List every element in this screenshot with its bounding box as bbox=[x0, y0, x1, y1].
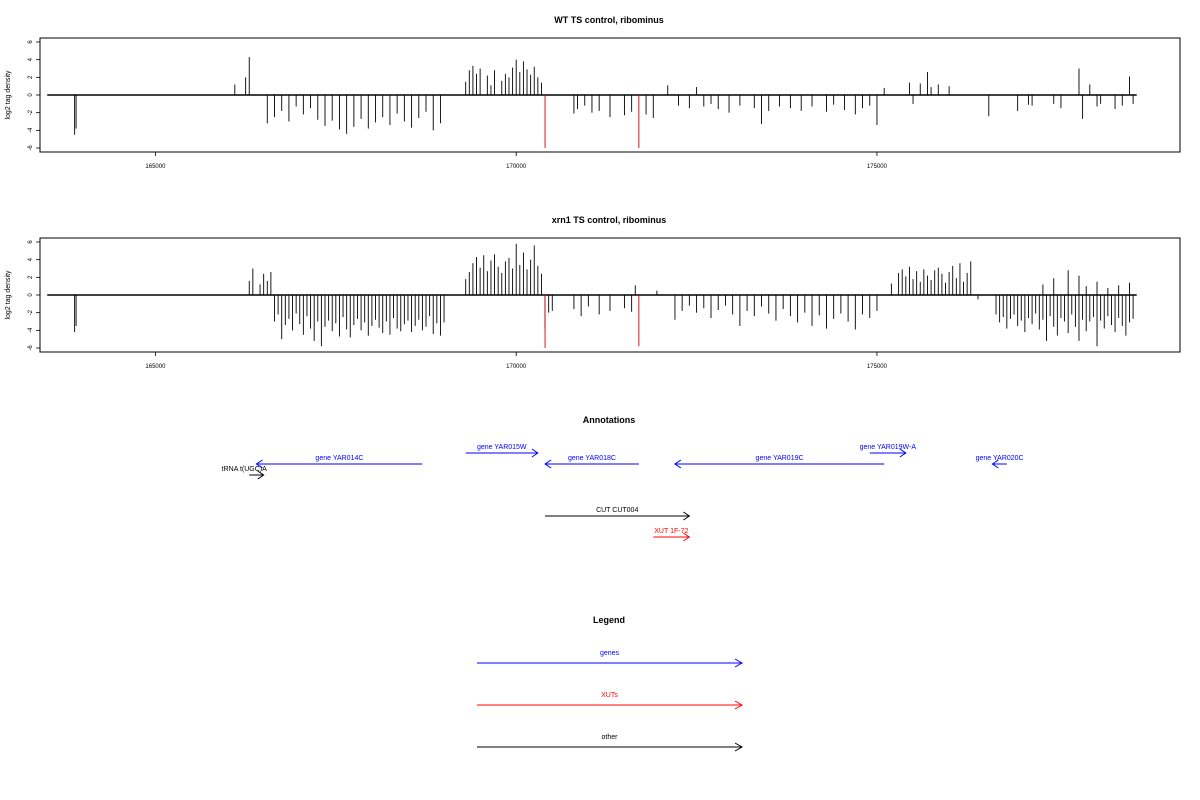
feature-gene-yar014c: gene YAR014C bbox=[255, 455, 423, 469]
feature-arrow-head bbox=[257, 470, 265, 480]
x-tick-label: 165000 bbox=[145, 364, 166, 370]
feature-label: gene YAR018C bbox=[568, 455, 616, 462]
y-tick-label: -4 bbox=[28, 327, 34, 333]
y-tick-label: 6 bbox=[28, 40, 34, 44]
y-tick-label: -6 bbox=[28, 345, 34, 351]
y-tick-label: 2 bbox=[28, 275, 34, 279]
annotation-features: tRNA t(UGC)A gene YAR014C gene YAR015W gene… bbox=[222, 444, 1024, 542]
legend-label: genes bbox=[600, 650, 620, 657]
feature-label: gene YAR020C bbox=[976, 455, 1024, 462]
feature-gene-yar018c: gene YAR018C bbox=[544, 455, 639, 469]
legend-arrow-head bbox=[734, 742, 744, 752]
feature-gene-yar019w-a: gene YAR019W-A bbox=[860, 444, 917, 458]
legend-items: genes XUTs other bbox=[477, 650, 744, 752]
feature-trna-t-ugc-a: tRNA t(UGC)A bbox=[222, 466, 267, 480]
legend-arrow-head bbox=[734, 700, 744, 710]
panel-title: WT TS control, ribominus bbox=[554, 15, 664, 25]
feature-label: gene YAR014C bbox=[315, 455, 363, 462]
x-tick-label: 175000 bbox=[867, 164, 888, 170]
y-tick-label: -2 bbox=[28, 109, 34, 115]
feature-label: gene YAR019W-A bbox=[860, 444, 917, 451]
annotations-panel: Annotations tRNA t(UGC)A gene YAR014C gene… bbox=[222, 415, 1024, 542]
feature-gene-yar020c: gene YAR020C bbox=[976, 455, 1024, 469]
feature-arrow-head bbox=[683, 511, 691, 521]
x-tick-label: 165000 bbox=[145, 164, 166, 170]
legend-item-xuts: XUTs bbox=[477, 692, 744, 710]
y-tick-label: 4 bbox=[28, 257, 34, 261]
legend-item-genes: genes bbox=[477, 650, 744, 668]
feature-arrow-head bbox=[255, 459, 263, 469]
feature-xut-1f-72: XUT 1F-72 bbox=[653, 528, 691, 542]
y-tick-label: 0 bbox=[28, 293, 34, 297]
feature-label: XUT 1F-72 bbox=[654, 528, 688, 535]
y-tick-label: 0 bbox=[28, 93, 34, 97]
feature-arrow-head bbox=[991, 459, 999, 469]
axes: -6 -4 -2 0 2 4 6 165000 170000 175000 bbox=[28, 240, 888, 370]
y-tick-label: 4 bbox=[28, 57, 34, 61]
legend: Legend genes XUTs other bbox=[477, 615, 744, 752]
feature-arrow-head bbox=[531, 448, 539, 458]
feature-label: CUT CUT004 bbox=[596, 507, 638, 514]
data-marks bbox=[47, 243, 1137, 348]
y-tick-label: 6 bbox=[28, 240, 34, 244]
feature-arrow-head bbox=[899, 448, 907, 458]
legend-label: other bbox=[602, 734, 619, 741]
x-tick-label: 175000 bbox=[867, 364, 888, 370]
y-tick-label: -6 bbox=[28, 145, 34, 151]
x-tick-label: 170000 bbox=[506, 164, 527, 170]
feature-cut-cut004: CUT CUT004 bbox=[545, 507, 691, 521]
feature-arrow-head bbox=[683, 532, 691, 542]
data-marks bbox=[47, 57, 1137, 148]
x-tick-label: 170000 bbox=[506, 364, 527, 370]
panel-title: xrn1 TS control, ribominus bbox=[552, 215, 667, 225]
y-axis-label: log2 tag density bbox=[5, 70, 12, 120]
panel-xrn1-ts-control: xrn1 TS control, ribominus log2 tag dens… bbox=[5, 215, 1181, 370]
feature-label: tRNA t(UGC)A bbox=[222, 466, 267, 473]
annotations-title: Annotations bbox=[583, 415, 636, 425]
y-tick-label: -4 bbox=[28, 127, 34, 133]
legend-arrow-head bbox=[734, 658, 744, 668]
feature-label: gene YAR019C bbox=[756, 455, 804, 462]
legend-title: Legend bbox=[593, 615, 625, 625]
panel-wt-ts-control: WT TS control, ribominus log2 tag densit… bbox=[5, 15, 1181, 170]
y-tick-label: -2 bbox=[28, 309, 34, 315]
legend-label: XUTs bbox=[601, 692, 618, 699]
y-axis-label: log2 tag density bbox=[5, 270, 12, 320]
feature-arrow-head bbox=[674, 459, 682, 469]
feature-label: gene YAR015W bbox=[477, 444, 527, 451]
feature-gene-yar015w: gene YAR015W bbox=[465, 444, 539, 458]
legend-item-other: other bbox=[477, 734, 744, 752]
axes: -6 -4 -2 0 2 4 6 165000 170000 175000 bbox=[28, 40, 888, 170]
feature-gene-yar019c: gene YAR019C bbox=[674, 455, 885, 469]
feature-arrow-head bbox=[544, 459, 552, 469]
y-tick-label: 2 bbox=[28, 75, 34, 79]
